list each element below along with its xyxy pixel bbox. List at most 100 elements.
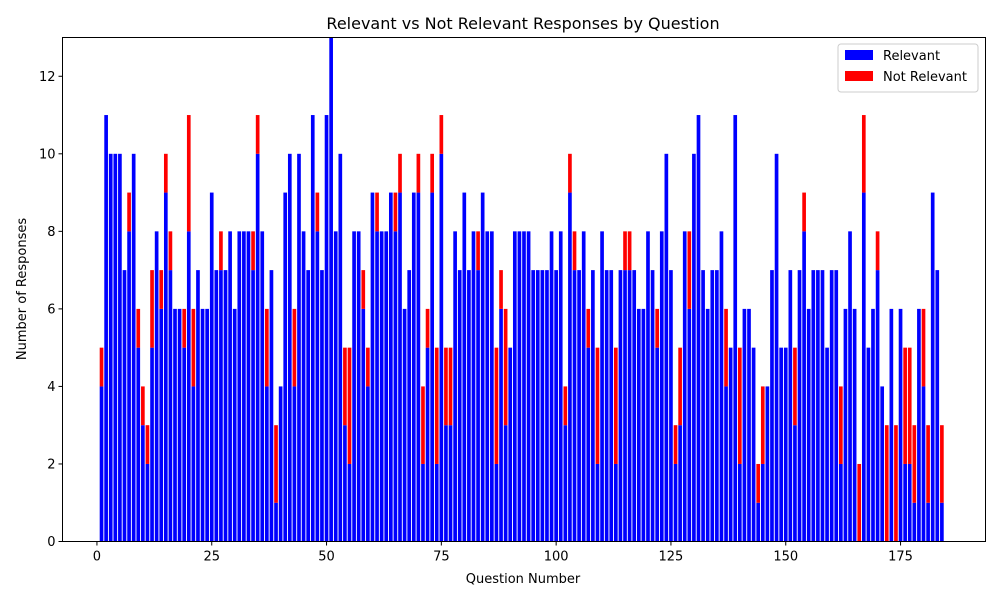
bar-not-relevant-q174 [894, 425, 898, 542]
bar-not-relevant-q102 [563, 386, 568, 426]
bar-not-relevant-q116 [627, 231, 632, 271]
bar-relevant-q24 [205, 308, 209, 542]
bar-relevant-q139 [733, 115, 738, 542]
bar-relevant-q86 [490, 231, 494, 542]
bar-not-relevant-q113 [614, 347, 618, 464]
bar-not-relevant-q104 [572, 231, 577, 271]
bar-relevant-q21 [191, 386, 196, 542]
bar-not-relevant-q109 [595, 347, 600, 464]
bar-relevant-q81 [467, 270, 471, 542]
bar-not-relevant-q16 [168, 231, 173, 271]
bar-relevant-q92 [517, 231, 522, 542]
y-tick-label: 4 [47, 380, 55, 395]
bar-relevant-q95 [531, 270, 536, 542]
bar-relevant-q13 [154, 231, 159, 542]
bar-relevant-q103 [568, 192, 572, 542]
bar-relevant-q151 [788, 270, 793, 542]
bar-not-relevant-q172 [884, 425, 889, 542]
x-tick-label: 75 [433, 550, 450, 565]
bar-not-relevant-q89 [503, 308, 508, 426]
bar-relevant-q32 [242, 231, 246, 542]
bar-relevant-q31 [237, 231, 242, 542]
y-tick-label: 12 [39, 70, 56, 85]
bar-relevant-q90 [508, 347, 513, 542]
bar-not-relevant-q7 [127, 192, 131, 232]
bar-relevant-q19 [182, 347, 187, 542]
bar-not-relevant-q152 [793, 347, 797, 426]
bar-not-relevant-q9 [136, 308, 141, 348]
bar-relevant-q50 [324, 115, 329, 542]
bar-relevant-q64 [388, 192, 393, 542]
bar-relevant-q147 [770, 270, 774, 542]
bar-relevant-q45 [301, 231, 306, 542]
bar-not-relevant-q177 [907, 347, 912, 464]
y-axis: 0 2 4 6 8 10 12 [39, 70, 63, 550]
bar-relevant-q110 [600, 231, 604, 542]
bar-relevant-q79 [457, 270, 462, 542]
bar-relevant-q25 [209, 192, 214, 542]
bar-relevant-q145 [760, 463, 765, 542]
bar-relevant-q178 [912, 502, 917, 542]
bar-relevant-q107 [586, 347, 591, 542]
bar-relevant-q128 [682, 231, 687, 542]
bar-relevant-q120 [646, 231, 650, 542]
bar-relevant-q71 [421, 463, 425, 542]
y-axis-label: Number of Responses [15, 218, 30, 360]
bar-relevant-q88 [499, 308, 503, 542]
bar-not-relevant-q75 [439, 115, 444, 154]
bar-relevant-q40 [278, 386, 283, 542]
bar-relevant-q179 [917, 308, 921, 542]
bar-relevant-q119 [641, 308, 646, 542]
bar-not-relevant-q181 [926, 425, 930, 503]
bar-relevant-q109 [595, 463, 600, 542]
bar-not-relevant-q21 [191, 308, 196, 387]
bar-relevant-q4 [113, 153, 118, 542]
bar-relevant-q73 [430, 192, 434, 542]
bar-relevant-q48 [315, 231, 320, 542]
bar-relevant-q89 [503, 425, 508, 542]
bar-relevant-q29 [228, 231, 232, 542]
x-tick-label: 50 [318, 550, 335, 565]
y-tick-label: 8 [47, 225, 55, 240]
y-tick-label: 6 [47, 302, 55, 317]
bar-relevant-q150 [783, 347, 788, 542]
bar-relevant-q3 [108, 153, 113, 542]
bar-relevant-q149 [779, 347, 783, 542]
bar-relevant-q47 [310, 115, 315, 542]
bar-relevant-q157 [816, 270, 820, 542]
bar-relevant-q18 [177, 308, 182, 542]
bar-relevant-q93 [522, 231, 526, 542]
bar-not-relevant-q43 [292, 308, 297, 387]
bar-relevant-q123 [659, 231, 664, 542]
bar-not-relevant-q87 [494, 347, 499, 464]
bar-relevant-q41 [283, 192, 288, 542]
bar-relevant-q60 [370, 192, 375, 542]
bar-not-relevant-q107 [586, 308, 591, 348]
bar-not-relevant-q122 [655, 308, 660, 348]
bar-not-relevant-q20 [186, 115, 191, 232]
bar-relevant-q26 [214, 270, 219, 542]
bar-not-relevant-q73 [430, 153, 434, 193]
bar-relevant-q160 [829, 270, 834, 542]
bar-relevant-q38 [269, 270, 274, 542]
legend-label-relevant: Relevant [883, 49, 940, 64]
bar-relevant-q115 [623, 270, 627, 542]
bar-relevant-q137 [724, 386, 728, 542]
bar-relevant-q83 [476, 270, 480, 542]
bar-not-relevant-q184 [940, 425, 944, 503]
bar-relevant-q9 [136, 347, 141, 542]
bar-relevant-q57 [356, 231, 361, 542]
bar-relevant-q104 [572, 270, 577, 542]
bar-not-relevant-q59 [366, 347, 370, 387]
bar-relevant-q100 [554, 270, 558, 542]
bar-not-relevant-q103 [568, 153, 572, 193]
bar-not-relevant-q154 [802, 192, 806, 232]
bar-relevant-q183 [935, 270, 940, 542]
bar-not-relevant-q162 [839, 386, 843, 464]
bar-not-relevant-q10 [141, 386, 145, 426]
bar-relevant-q154 [802, 231, 806, 542]
bar-relevant-q59 [366, 386, 370, 542]
bar-relevant-q125 [669, 270, 673, 542]
bars-layer [99, 37, 944, 542]
